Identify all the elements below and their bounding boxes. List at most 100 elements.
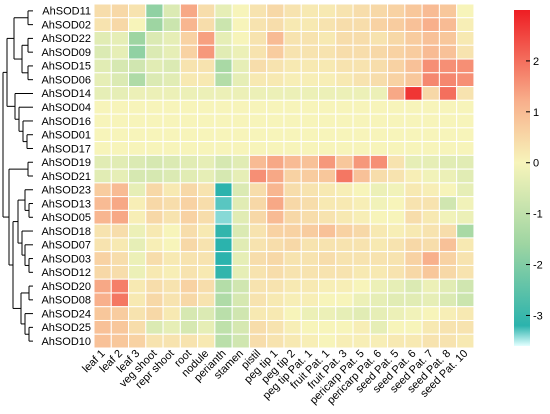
heatmap-cell — [300, 237, 320, 253]
heatmap-cell — [300, 182, 320, 198]
heatmap-cell — [197, 141, 216, 156]
heatmap-cell — [110, 209, 130, 225]
heatmap-cell — [93, 223, 112, 239]
heatmap-cell — [197, 292, 216, 308]
heatmap-cell — [300, 113, 320, 129]
heatmap-cell — [110, 154, 130, 170]
heatmap-cell — [283, 31, 302, 46]
heatmap-cell — [128, 333, 147, 349]
heatmap-cell — [318, 333, 337, 349]
heatmap-cell — [128, 44, 147, 60]
heatmap-cell — [162, 113, 181, 129]
heatmap-cell — [369, 251, 389, 266]
heatmap-cell — [421, 278, 440, 294]
row-label: AhSOD10 — [41, 336, 91, 348]
heatmap-cell — [369, 127, 389, 143]
legend-tick-label: -3 — [533, 310, 543, 322]
heatmap-cell — [266, 278, 285, 294]
heatmap-cell — [128, 31, 147, 46]
heatmap-cell — [369, 237, 389, 253]
heatmap-cell — [387, 319, 406, 335]
heatmap-cell — [404, 237, 423, 253]
heatmap-cell — [110, 86, 130, 101]
heatmap-cell — [283, 86, 302, 101]
heatmap-cell — [128, 154, 147, 170]
heatmap-cell — [110, 141, 130, 156]
heatmap-cell — [352, 237, 371, 253]
heatmap-cell — [421, 72, 440, 88]
heatmap-cell — [387, 196, 406, 211]
heatmap-cell — [283, 196, 302, 211]
heatmap-cell — [318, 3, 337, 19]
row-label: AhSOD16 — [41, 116, 91, 128]
heatmap-cell — [214, 196, 233, 211]
heatmap-cell — [335, 251, 354, 266]
heatmap-cell — [179, 141, 199, 156]
heatmap-cell — [335, 141, 354, 156]
heatmap-cell — [318, 264, 337, 280]
heatmap-cell — [335, 17, 354, 33]
heatmap-cell — [162, 17, 181, 33]
heatmap-cell — [214, 113, 233, 129]
heatmap-cell — [128, 223, 147, 239]
heatmap-cell — [318, 168, 337, 184]
heatmap-cell — [404, 168, 423, 184]
heatmap-cell — [248, 154, 268, 170]
heatmap-cell — [214, 333, 233, 349]
heatmap-cell — [335, 333, 354, 349]
heatmap-cell — [404, 17, 423, 33]
heatmap-cell — [335, 3, 354, 19]
heatmap-cell — [248, 292, 268, 308]
heatmap-cell — [318, 319, 337, 335]
heatmap-cell — [179, 251, 199, 266]
heatmap-cell — [438, 72, 458, 88]
heatmap-cell — [421, 223, 440, 239]
heatmap-cell — [387, 58, 406, 74]
heatmap-cell — [352, 319, 371, 335]
heatmap-cell — [335, 196, 354, 211]
heatmap-cell — [197, 3, 216, 19]
heatmap-cell — [300, 251, 320, 266]
heatmap-cell — [438, 306, 458, 321]
heatmap-cell — [110, 251, 130, 266]
heatmap-cell — [300, 17, 320, 33]
heatmap-cell — [318, 306, 337, 321]
heatmap-cell — [369, 196, 389, 211]
heatmap-cell — [318, 31, 337, 46]
heatmap-cell — [93, 333, 112, 349]
heatmap-cell — [404, 264, 423, 280]
heatmap-cell — [318, 113, 337, 129]
heatmap-cell — [352, 251, 371, 266]
heatmap-cell — [93, 182, 112, 198]
heatmap-cell — [352, 182, 371, 198]
heatmap-cell — [352, 3, 371, 19]
heatmap-cell — [335, 209, 354, 225]
heatmap-cell — [248, 17, 268, 33]
heatmap-cell — [266, 264, 285, 280]
heatmap-cell — [179, 127, 199, 143]
heatmap-cell — [248, 113, 268, 129]
heatmap-cell — [128, 196, 147, 211]
heatmap-cell — [197, 333, 216, 349]
heatmap-cell — [197, 237, 216, 253]
heatmap-cell — [162, 86, 181, 101]
row-dendrogram — [2, 10, 33, 342]
row-label: AhSOD03 — [41, 253, 91, 265]
heatmap-cell — [335, 237, 354, 253]
heatmap-cell — [214, 278, 233, 294]
heatmap-cell — [231, 333, 250, 349]
heatmap-cell — [93, 72, 112, 88]
heatmap-cell — [162, 58, 181, 74]
heatmap-cell — [145, 196, 164, 211]
heatmap-cell — [179, 319, 199, 335]
heatmap-cell — [110, 127, 130, 143]
heatmap-cell — [352, 99, 371, 115]
heatmap-cell — [438, 99, 458, 115]
heatmap-cell — [93, 306, 112, 321]
heatmap-cell — [404, 141, 423, 156]
heatmap-cell — [93, 168, 112, 184]
heatmap-cell — [231, 17, 250, 33]
heatmap-cell — [421, 264, 440, 280]
heatmap-cell — [421, 127, 440, 143]
heatmap-cell — [231, 264, 250, 280]
